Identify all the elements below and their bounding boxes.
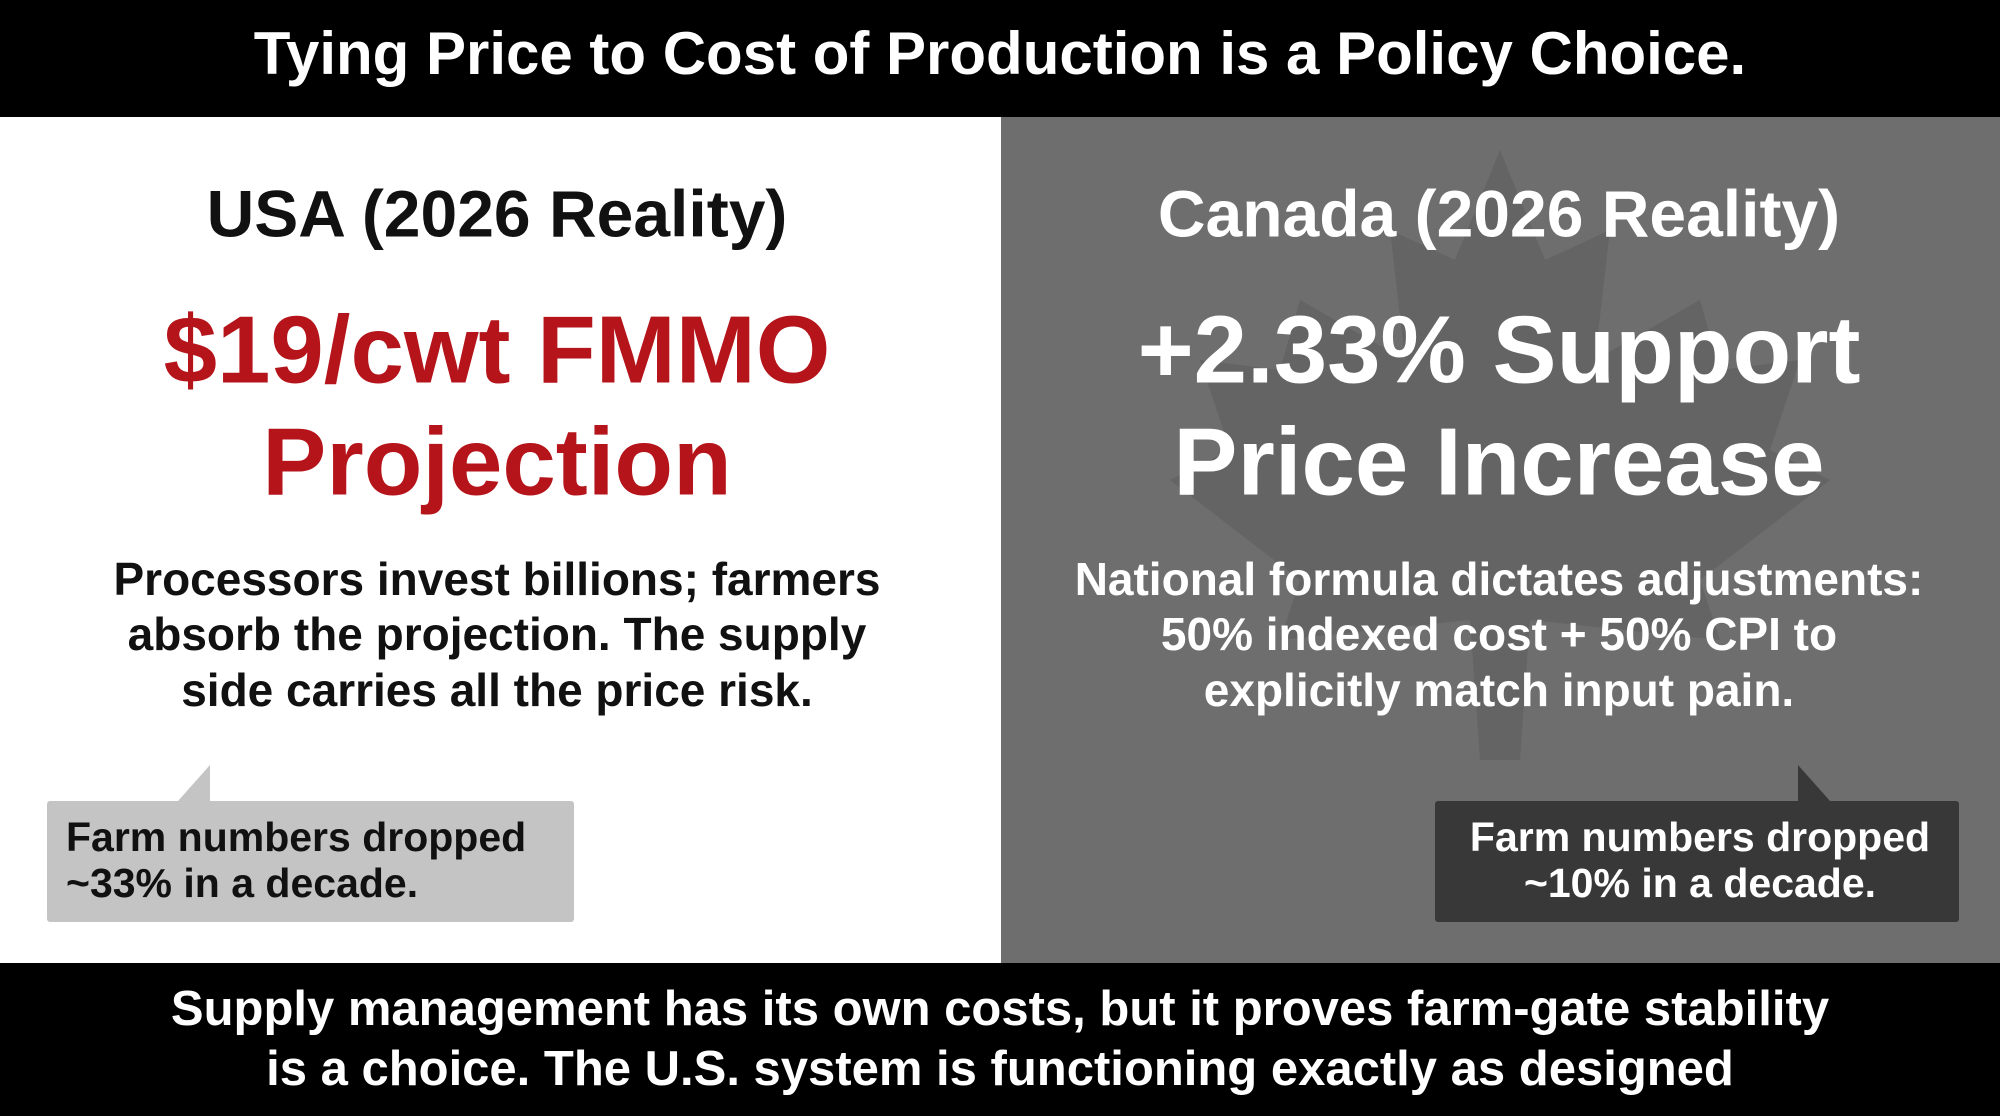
panel-heading: USA (2026 Reality) (207, 176, 788, 250)
footer-text: Supply management has its own costs, but… (171, 982, 1829, 1036)
callout-pointer (1798, 765, 1830, 801)
footer-text: is a choice. The U.S. system is function… (266, 1042, 1734, 1096)
callout-text: ~33% in a decade. (66, 860, 418, 906)
body-text: Processors invest billions; farmers (114, 553, 881, 605)
body-text: National formula dictates adjustments: (1075, 553, 1924, 605)
callout-pointer (178, 765, 210, 801)
callout-text: ~10% in a decade. (1524, 860, 1876, 906)
body-text: absorb the projection. The supply (128, 608, 867, 660)
body-text: 50% indexed cost + 50% CPI to (1161, 608, 1837, 660)
maple-leaf (1170, 150, 1830, 760)
headline: Price Increase (1173, 408, 1824, 515)
callout-text: Farm numbers dropped (66, 814, 526, 860)
callout-text: Farm numbers dropped (1470, 814, 1930, 860)
headline: Projection (262, 408, 731, 515)
headline: +2.33% Support (1138, 296, 1861, 403)
callout-box (1435, 801, 1959, 922)
headline: $19/cwt FMMO (164, 296, 831, 403)
body-text: side carries all the price risk. (181, 664, 813, 716)
header-bar (0, 0, 2000, 117)
body-text: explicitly match input pain. (1204, 664, 1794, 716)
title: Tying Price to Cost of Production is a P… (254, 20, 1746, 87)
callout-box (47, 801, 574, 922)
panel-heading: Canada (2026 Reality) (1158, 176, 1840, 250)
footer-bar (0, 963, 2000, 1116)
